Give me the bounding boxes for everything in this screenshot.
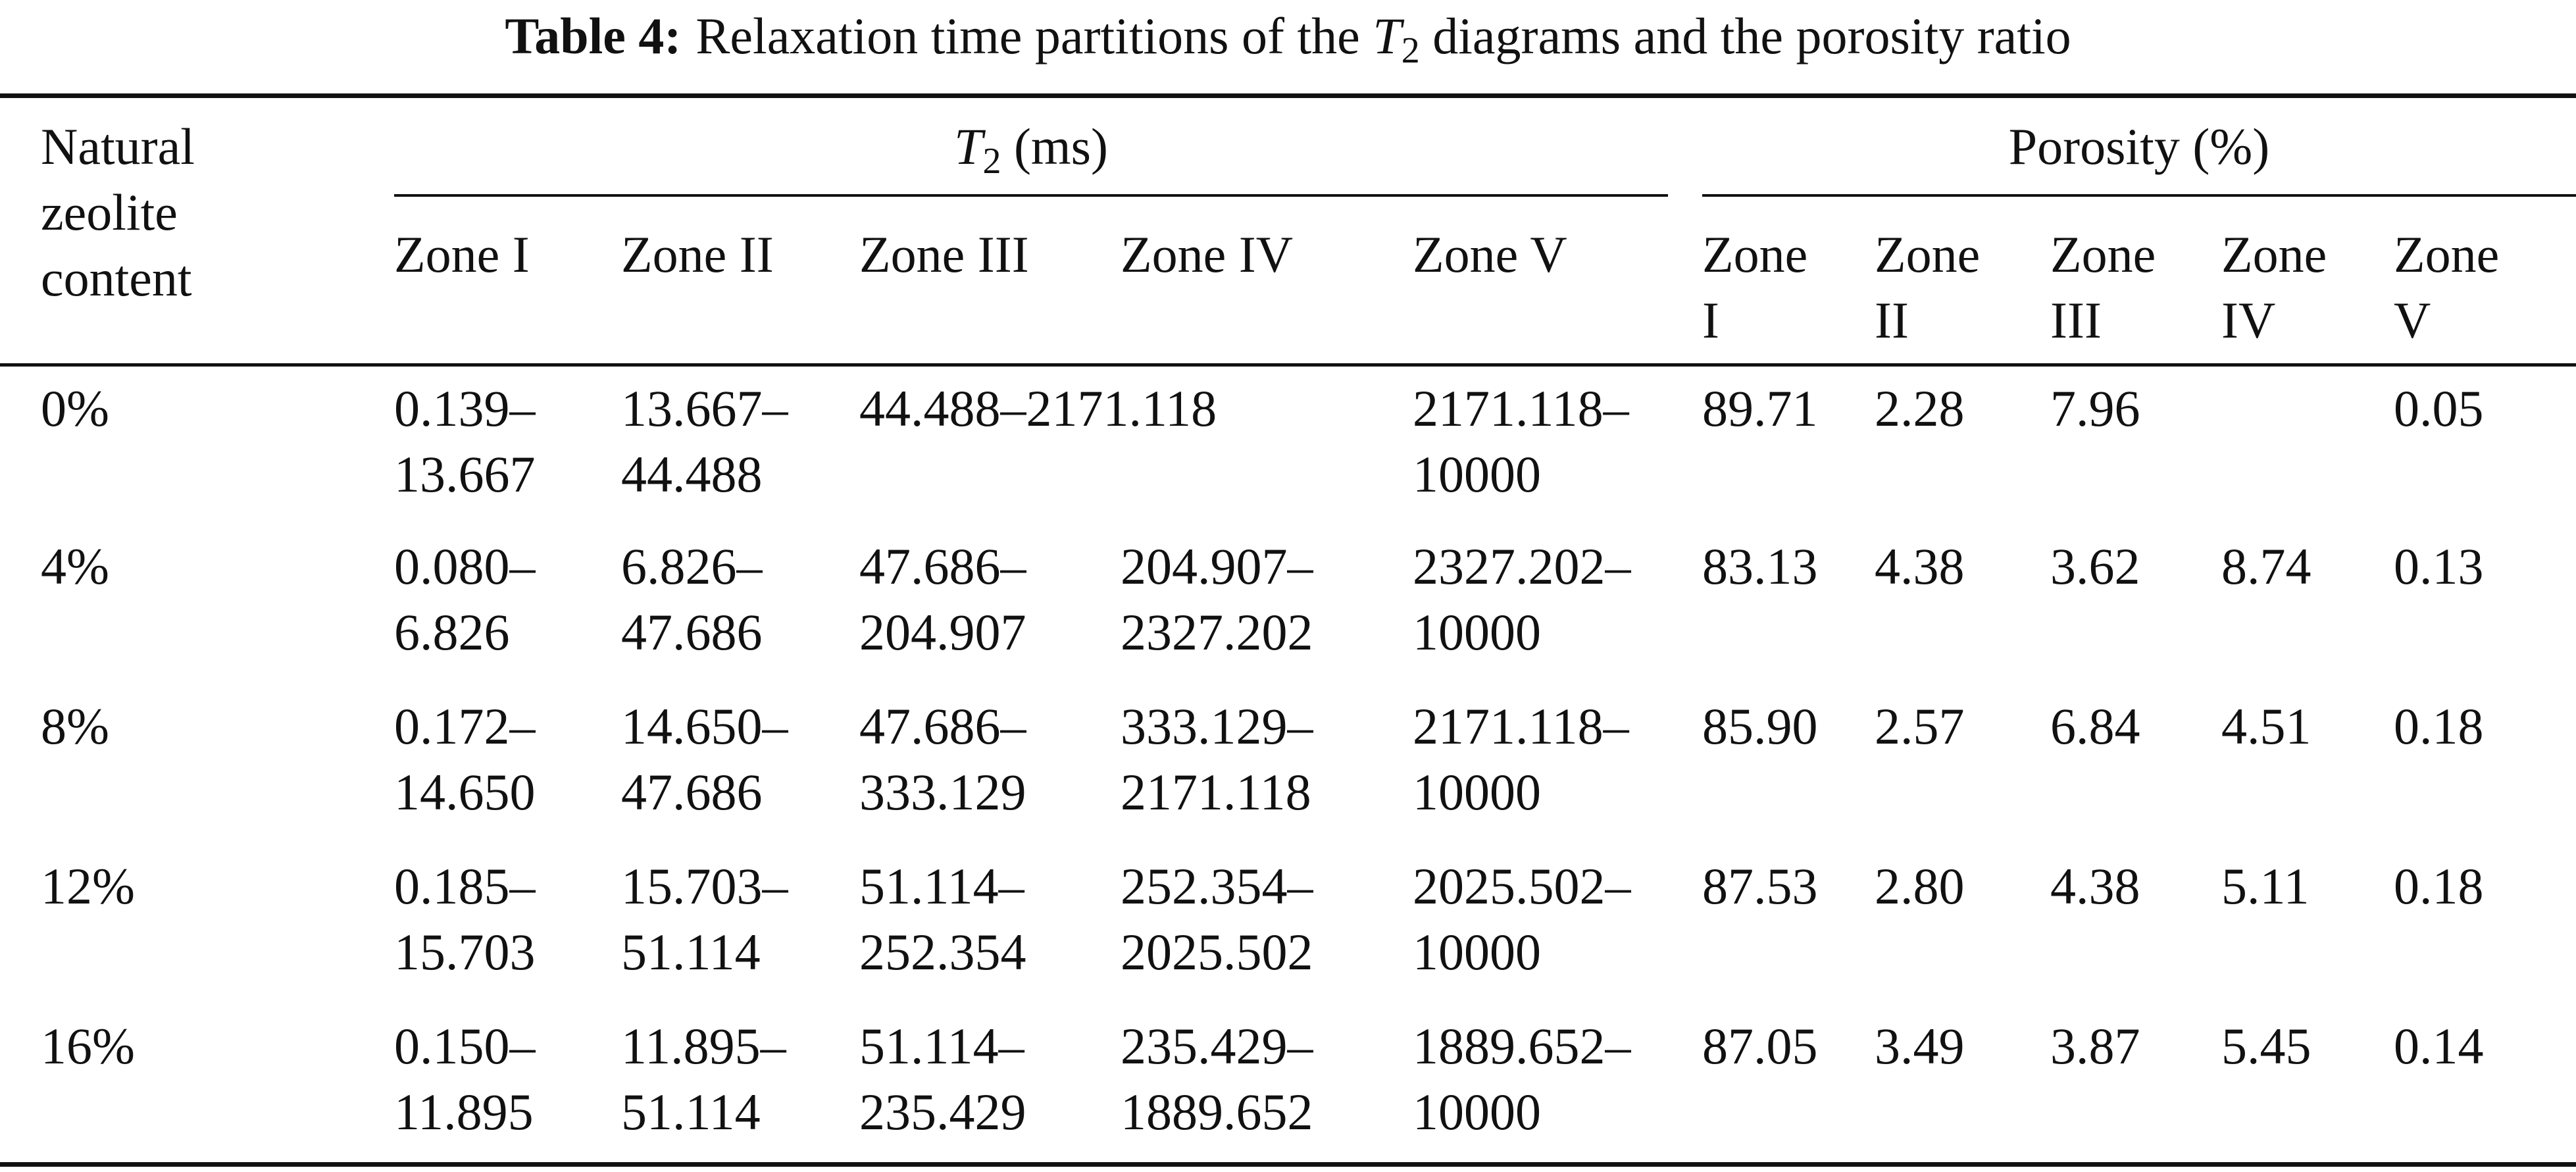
caption-label: Table 4: [505, 7, 682, 64]
zone-header: Zone II [621, 226, 774, 283]
t2-cell: 0.150–11.895 [394, 1017, 536, 1140]
caption-text: Relaxation time partitions of the [695, 7, 1360, 64]
t2-cell: 0.080–6.826 [394, 538, 536, 661]
caption-symbol: T [1373, 7, 1402, 64]
zone-header-cell: Zone IV [2221, 197, 2394, 365]
group-header: T2 (ms) [394, 114, 1669, 197]
data-row: 16% 0.150–11.895 11.895–51.114 51.114–235.4… [0, 1004, 2576, 1164]
header-row: Zone I Zone II Zone III Zone IV Zone V Zone I… [0, 197, 2576, 365]
t2-cell: 51.114–252.354 [859, 857, 1026, 981]
t2-cell: 333.129–2171.118 [1121, 698, 1313, 821]
porosity-cell: 4.38 [1875, 538, 1965, 595]
header-cell: Natural zeolite content [0, 96, 394, 365]
zone-header: Zone V [2394, 226, 2500, 349]
row-label-header: Natural zeolite content [41, 118, 195, 307]
content-cell: 16% [41, 1017, 135, 1075]
porosity-cell: 87.05 [1702, 1017, 1818, 1075]
header-cell: Porosity (%) [1702, 96, 2576, 197]
porosity-cell: 85.90 [1702, 698, 1818, 755]
table-caption: Table 4: Relaxation time partitions of th… [0, 0, 2576, 93]
porosity-cell: 89.71 [1702, 379, 1818, 437]
t2-cell: 252.354–2025.502 [1121, 857, 1313, 981]
porosity-cell: 2.57 [1875, 698, 1965, 755]
t2-cell: 0.185–15.703 [394, 857, 536, 981]
t2-cell: 0.139–13.667 [394, 379, 536, 503]
porosity-cell: 0.18 [2394, 698, 2484, 755]
header-subscript: 2 [982, 141, 1001, 182]
caption-text: diagrams and the porosity ratio [1432, 7, 2071, 64]
content-cell: 12% [41, 857, 135, 915]
t2-cell: 2327.202–10000 [1413, 538, 1631, 661]
t2-cell: 0.172–14.650 [394, 698, 536, 821]
data-row: 12% 0.185–15.703 15.703–51.114 51.114–252.3… [0, 844, 2576, 1004]
t2-cell: 2171.118–10000 [1413, 379, 1629, 503]
t2-cell: 51.114–235.429 [859, 1017, 1026, 1140]
zone-header: Zone I [394, 226, 530, 283]
t2-cell: 14.650–47.686 [621, 698, 788, 821]
zone-header-cell: Zone III [2050, 197, 2221, 365]
t2-cell: 47.686–204.907 [859, 538, 1026, 661]
porosity-cell: 0.18 [2394, 857, 2484, 915]
t2-cell: 47.686–333.129 [859, 698, 1026, 821]
porosity-cell: 3.62 [2050, 538, 2140, 595]
porosity-cell: 0.14 [2394, 1017, 2484, 1075]
empty-cell [2221, 365, 2394, 524]
zone-header: Zone V [1413, 226, 1567, 283]
porosity-cell: 6.84 [2050, 698, 2140, 755]
porosity-cell: 3.87 [2050, 1017, 2140, 1075]
header-unit: (ms) [1013, 118, 1108, 175]
t2-cell: 235.429–1889.652 [1121, 1017, 1313, 1140]
t2-cell: 2171.118–10000 [1413, 698, 1629, 821]
header-row: Natural zeolite content T2 (ms) Porosity (… [0, 96, 2576, 307]
zone-header: Zone III [859, 226, 1029, 283]
data-row: 8% 0.172–14.650 14.650–47.686 47.686–333.12… [0, 684, 2576, 844]
t2-cell: 204.907–2327.202 [1121, 538, 1313, 661]
header-cell: T2 (ms) [394, 96, 1702, 197]
porosity-cell: 0.13 [2394, 538, 2484, 595]
porosity-cell: 4.38 [2050, 857, 2140, 915]
zone-header: Zone IV [2221, 226, 2327, 349]
t2-cell: 13.667–44.488 [621, 379, 788, 503]
zone-header: Zone II [1875, 226, 1981, 349]
porosity-cell: 8.74 [2221, 538, 2311, 595]
porosity-cell: 2.28 [1875, 379, 1965, 437]
header-symbol: T [954, 118, 983, 175]
porosity-cell: 87.53 [1702, 857, 1818, 915]
zone-header-cell: Zone V [2394, 197, 2576, 365]
content-cell: 0% [41, 379, 109, 437]
porosity-cell: 5.45 [2221, 1017, 2311, 1075]
t2-cell: 44.488–2171.118 [859, 379, 1217, 437]
porosity-cell: 2.80 [1875, 857, 1965, 915]
porosity-cell: 5.11 [2221, 857, 2310, 915]
zone-header: Zone I [1702, 226, 1808, 349]
group-header: Porosity (%) [1702, 114, 2576, 197]
t2-cell: 6.826–47.686 [621, 538, 763, 661]
caption-subscript: 2 [1401, 30, 1420, 71]
data-row: 4% 0.080–6.826 6.826–47.686 47.686–204.907 2… [0, 524, 2576, 684]
content-cell: 4% [41, 538, 109, 595]
porosity-cell: 4.51 [2221, 698, 2311, 755]
zone-header-cell: Zone II [1875, 197, 2050, 365]
t2-cell: 15.703–51.114 [621, 857, 788, 981]
porosity-cell: 7.96 [2050, 379, 2140, 437]
t2-cell: 11.895–51.114 [621, 1017, 786, 1140]
porosity-cell: 0.05 [2394, 379, 2484, 437]
porosity-cell: 83.13 [1702, 538, 1818, 595]
porosity-cell: 3.49 [1875, 1017, 1965, 1075]
zone-header: Zone IV [1121, 226, 1294, 283]
zone-header-cell: Zone I [1702, 197, 1875, 365]
t2-cell: 1889.652–10000 [1413, 1017, 1631, 1140]
zone-header: Zone III [2050, 226, 2156, 349]
t2-cell: 2025.502–10000 [1413, 857, 1631, 981]
data-table: Natural zeolite content T2 (ms) Porosity (… [0, 93, 2576, 1167]
data-row: 0% 0.139–13.667 13.667–44.488 44.488–2171.1… [0, 365, 2576, 524]
content-cell: 8% [41, 698, 109, 755]
